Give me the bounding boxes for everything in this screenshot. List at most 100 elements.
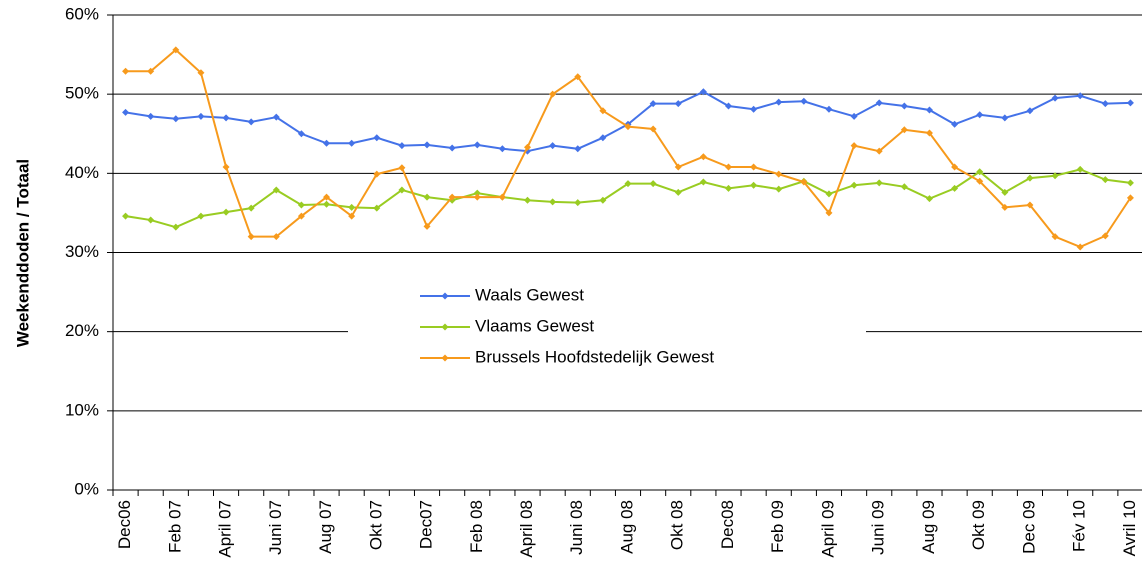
y-tick-label: 0% [74,479,99,498]
y-tick-label: 50% [65,84,99,103]
data-point [348,212,356,220]
data-point [147,112,155,120]
data-point [448,144,456,152]
data-point [323,200,331,208]
data-point [348,139,356,147]
legend-marker [441,354,449,362]
data-point [549,142,557,150]
data-point [599,134,607,142]
data-point [750,105,758,113]
data-point [976,111,984,119]
data-point [373,134,381,142]
data-point [1051,172,1059,180]
data-point [724,163,732,171]
x-tick-label: Okt 08 [668,500,687,550]
data-point [323,139,331,147]
data-point [423,141,431,149]
data-point [599,196,607,204]
x-tick-label: April 08 [517,500,536,558]
legend-marker [441,323,449,331]
data-point [172,115,180,123]
data-point [925,195,933,203]
x-tick-label: Dec06 [115,500,134,549]
data-point [524,196,532,204]
data-point [649,180,657,188]
data-point [1126,99,1134,107]
data-point [699,153,707,161]
x-tick-label: Aug 07 [316,500,335,554]
data-point [323,193,331,201]
x-tick-label: Feb 08 [467,500,486,553]
data-point [825,190,833,198]
data-point [297,130,305,138]
data-point [825,105,833,113]
data-point [674,100,682,108]
data-point [1076,243,1084,251]
data-point [1051,94,1059,102]
data-point [925,129,933,137]
data-point [498,193,506,201]
data-point [951,120,959,128]
data-point [247,118,255,126]
x-tick-label: Aug 08 [617,500,636,554]
data-point [197,69,205,77]
x-tick-label: Okt 07 [366,500,385,550]
data-point [197,112,205,120]
data-point [649,125,657,133]
data-point [800,178,808,186]
data-point [1026,107,1034,115]
data-point [775,185,783,193]
data-point [900,102,908,110]
data-point [574,199,582,207]
legend-marker [441,292,449,300]
data-point [724,102,732,110]
data-point [699,88,707,96]
data-point [122,67,130,75]
data-point [272,233,280,241]
data-point [473,141,481,149]
data-point [297,212,305,220]
x-tick-label: Feb 09 [768,500,787,553]
data-point [1126,179,1134,187]
data-point [272,113,280,121]
data-point [976,177,984,185]
data-point [976,168,984,176]
y-axis-title: Weekenddoden / Totaal [13,159,32,347]
data-point [222,163,230,171]
data-point [649,100,657,108]
data-point [674,163,682,171]
data-point [599,107,607,115]
x-tick-label: Juni 07 [266,500,285,555]
data-point [222,208,230,216]
data-point [423,193,431,201]
data-point [498,145,506,153]
x-tick-label: April 07 [216,500,235,558]
data-point [1101,100,1109,108]
data-point [122,212,130,220]
y-tick-label: 20% [65,321,99,340]
data-point [297,201,305,209]
data-point [398,164,406,172]
data-point [1101,232,1109,240]
x-tick-label: Juni 08 [567,500,586,555]
data-point [925,106,933,114]
data-point [247,204,255,212]
data-point [1076,165,1084,173]
data-point [1026,201,1034,209]
data-point [373,204,381,212]
x-tick-label: Dec08 [718,500,737,549]
data-point [850,112,858,120]
x-tick-label: Aug 09 [919,500,938,554]
legend-label: Brussels Hoofdstedelijk Gewest [475,347,714,366]
data-point [272,186,280,194]
data-point [775,98,783,106]
data-point [1051,233,1059,241]
data-point [448,193,456,201]
data-point [398,142,406,150]
data-point [222,114,230,122]
y-tick-label: 30% [65,242,99,261]
x-tick-label: April 09 [818,500,837,558]
data-point [122,108,130,116]
data-point [800,97,808,105]
